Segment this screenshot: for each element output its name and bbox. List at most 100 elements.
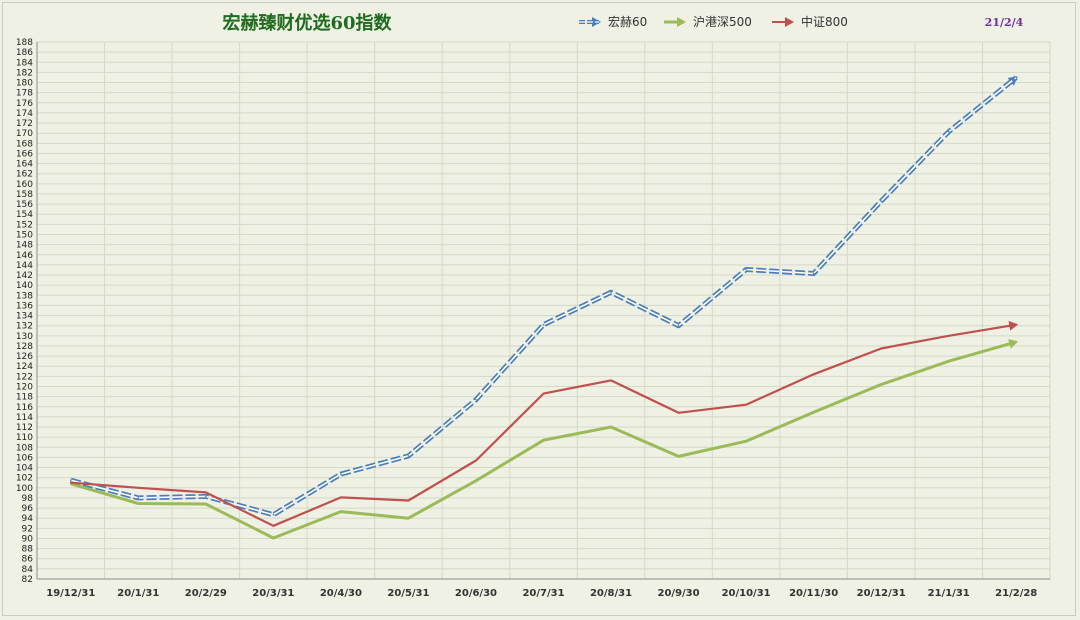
y-tick-label: 100: [16, 484, 33, 494]
data-point: [407, 455, 410, 457]
legend-item: 沪港深500: [664, 15, 752, 29]
x-tick-label: 21/1/31: [928, 588, 970, 599]
y-tick-label: 168: [16, 139, 33, 149]
y-tick-label: 98: [22, 494, 34, 504]
x-tick-label: 20/6/30: [455, 588, 497, 599]
data-point: [407, 499, 410, 502]
data-point: [812, 373, 815, 376]
series-3: [69, 320, 1019, 527]
data-point: [745, 403, 747, 406]
data-point: [272, 525, 275, 527]
y-tick-label: 82: [22, 575, 33, 585]
date-label: 21/2/4: [985, 16, 1024, 29]
x-tick-label: 20/10/31: [722, 588, 771, 599]
legend-label: 宏赫60: [608, 14, 647, 29]
y-tick-label: 120: [16, 382, 33, 392]
y-tick-label: 158: [16, 190, 33, 200]
data-point: [610, 291, 612, 294]
data-point: [340, 496, 342, 499]
y-tick-label: 172: [16, 119, 33, 129]
data-point: [880, 383, 882, 386]
legend-item: 中证800: [772, 14, 848, 29]
y-tick-label: 136: [16, 301, 33, 311]
legend-label: 中证800: [801, 14, 848, 29]
y-tick-label: 84: [22, 565, 34, 575]
y-tick-label: 86: [22, 555, 34, 565]
x-tick-label: 20/3/31: [252, 588, 294, 599]
data-point: [812, 272, 815, 275]
data-point: [542, 439, 545, 441]
data-point: [745, 440, 747, 443]
x-tick-label: 20/1/31: [117, 588, 159, 599]
y-axis: 8284868890929496981001021041061081101121…: [16, 38, 38, 585]
data-point: [677, 455, 680, 458]
data-point: [205, 503, 207, 505]
y-tick-label: 174: [16, 109, 33, 119]
y-tick-label: 124: [16, 362, 33, 372]
data-point: [272, 513, 275, 516]
data-point: [205, 491, 207, 494]
y-tick-label: 148: [16, 241, 33, 251]
data-point: [745, 268, 747, 271]
y-tick-label: 150: [16, 231, 33, 241]
x-tick-label: 20/8/31: [590, 588, 632, 599]
y-tick-label: 134: [16, 312, 33, 322]
y-tick-label: 128: [16, 342, 33, 352]
y-tick-label: 144: [16, 261, 33, 271]
data-point: [947, 360, 950, 362]
y-tick-label: 186: [16, 48, 33, 58]
y-tick-label: 162: [16, 170, 33, 180]
data-point: [407, 517, 410, 520]
y-tick-label: 160: [16, 180, 33, 190]
y-tick-label: 126: [16, 352, 33, 362]
y-tick-label: 182: [16, 68, 33, 78]
data-point: [812, 411, 815, 414]
data-point: [340, 473, 342, 475]
data-point: [677, 324, 680, 327]
y-tick-label: 90: [22, 534, 34, 544]
y-tick-label: 130: [16, 332, 33, 342]
data-point: [610, 426, 612, 428]
data-point: [880, 200, 882, 202]
y-tick-label: 118: [16, 393, 33, 403]
x-axis: 19/12/31 20/1/31 20/2/29 20/3/31 20/4/30 20/5…: [37, 578, 1050, 599]
y-tick-label: 142: [16, 271, 33, 281]
data-point: [542, 392, 545, 395]
x-tick-label: 20/4/30: [320, 588, 362, 599]
series-2: [69, 339, 1019, 540]
data-point: [205, 495, 207, 498]
x-tick-label: 20/12/31: [857, 588, 906, 599]
y-tick-label: 108: [16, 443, 33, 453]
data-point: [475, 398, 477, 401]
data-point: [947, 335, 950, 337]
y-tick-label: 140: [16, 281, 33, 291]
data-point: [677, 412, 680, 414]
data-point: [610, 379, 612, 382]
chart-title: 宏赫臻财优选60指数: [222, 12, 392, 34]
data-point: [1015, 323, 1018, 326]
y-tick-label: 112: [16, 423, 33, 433]
data-point: [137, 487, 140, 489]
legend: 宏赫60 沪港深500 中证800: [579, 14, 848, 29]
y-tick-label: 106: [16, 453, 33, 463]
y-tick-label: 184: [16, 58, 33, 68]
y-tick-label: 110: [16, 433, 33, 443]
x-tick-label: 20/9/30: [658, 588, 700, 599]
y-tick-label: 92: [22, 524, 33, 534]
y-tick-label: 138: [16, 291, 33, 301]
y-tick-label: 146: [16, 251, 33, 261]
grid: [36, 41, 1051, 580]
y-tick-label: 114: [16, 413, 33, 423]
data-point: [475, 459, 477, 462]
x-tick-label: 21/2/28: [995, 588, 1037, 599]
y-tick-label: 166: [16, 149, 33, 159]
data-point: [1015, 341, 1018, 343]
x-tick-label: 20/11/30: [789, 588, 838, 599]
y-tick-label: 170: [16, 129, 33, 139]
y-tick-label: 152: [16, 220, 33, 230]
series-layer: [69, 75, 1019, 540]
x-tick-label: 19/12/31: [46, 588, 95, 599]
data-point: [475, 479, 477, 482]
y-tick-label: 132: [16, 322, 33, 332]
